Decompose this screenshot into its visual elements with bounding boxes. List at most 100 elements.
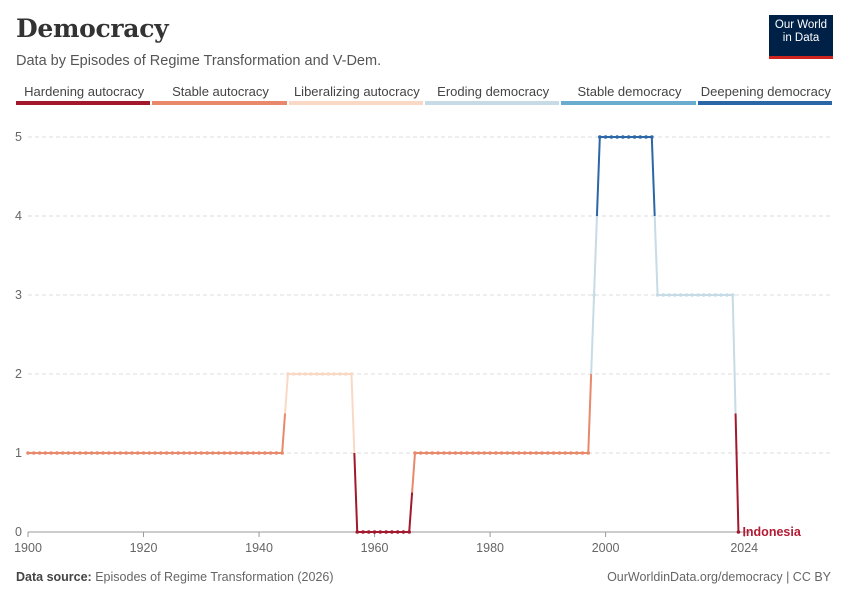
data-point [592, 293, 596, 297]
data-point [187, 451, 192, 455]
series-transition [734, 413, 740, 533]
data-point [395, 530, 400, 534]
data-point [673, 293, 677, 297]
legend-item[interactable]: Stable democracy [561, 82, 697, 106]
data-point [534, 451, 539, 455]
x-tick-label: 1960 [361, 541, 389, 555]
data-point [78, 451, 82, 455]
data-point [349, 372, 354, 376]
data-point [615, 135, 619, 139]
data-point [378, 530, 383, 534]
legend-color-bar [288, 101, 423, 105]
data-point [303, 372, 308, 376]
data-point [540, 451, 544, 455]
data-point [725, 293, 729, 297]
data-point [268, 451, 273, 455]
data-point [55, 451, 59, 455]
data-point [95, 451, 100, 455]
data-point [626, 135, 631, 139]
data-point [632, 135, 637, 139]
data-point [320, 372, 325, 376]
series-transition [350, 373, 356, 454]
data-point [522, 451, 527, 455]
data-point [297, 372, 302, 376]
data-point [338, 372, 342, 376]
data-point [164, 451, 169, 455]
data-point [701, 293, 706, 297]
legend-color-bar [16, 101, 151, 105]
data-point [736, 530, 741, 534]
data-point [89, 451, 94, 455]
data-point [569, 451, 573, 455]
legend-label: Liberalizing autocracy [293, 84, 420, 99]
data-point [678, 293, 683, 297]
data-point [147, 451, 152, 455]
data-point [655, 293, 660, 297]
legend-label: Eroding democracy [437, 84, 550, 99]
data-source-text[interactable]: Episodes of Regime Transformation (2026) [95, 570, 334, 584]
data-point [574, 451, 579, 455]
data-point [384, 530, 388, 534]
series-transition [353, 452, 359, 533]
legend-label: Stable democracy [577, 84, 682, 99]
legend-color-bar [561, 101, 696, 105]
data-point [170, 451, 175, 455]
legend-item[interactable]: Deepening democracy [697, 82, 834, 106]
data-point [413, 451, 417, 455]
data-point [707, 293, 712, 297]
data-point [124, 451, 128, 455]
logo-line-1: Our World [774, 19, 828, 31]
legend-item[interactable]: Stable autocracy [152, 82, 288, 106]
data-point [563, 451, 567, 455]
data-point [60, 451, 65, 455]
data-point [603, 135, 608, 139]
data-point [205, 451, 209, 455]
data-point [401, 530, 406, 534]
data-point [644, 135, 648, 139]
chart-legend: Hardening autocracy Stable autocracy Liber… [16, 82, 834, 106]
series-transition [411, 452, 416, 493]
data-point [713, 293, 718, 297]
data-point [43, 451, 48, 455]
data-point [690, 293, 695, 297]
data-point [83, 451, 88, 455]
series-transition [408, 492, 414, 533]
legend-item[interactable]: Hardening autocracy [16, 82, 152, 106]
legend-item[interactable]: Eroding democracy [425, 82, 561, 106]
data-point [390, 530, 394, 534]
data-point [332, 372, 336, 376]
data-point [442, 451, 446, 455]
data-point [470, 451, 475, 455]
x-tick-label: 1940 [245, 541, 273, 555]
footer-link[interactable]: OurWorldinData.org/democracy | CC BY [607, 570, 831, 584]
data-point [228, 451, 232, 455]
data-point [528, 451, 533, 455]
owid-logo[interactable]: Our World in Data [769, 15, 833, 59]
data-point [182, 451, 186, 455]
data-point [696, 293, 700, 297]
legend-label: Deepening democracy [700, 84, 831, 99]
data-point [580, 451, 585, 455]
data-point [488, 451, 492, 455]
data-point [476, 451, 481, 455]
data-point [199, 451, 204, 455]
data-point [245, 451, 250, 455]
data-point [667, 293, 671, 297]
legend-label: Stable autocracy [172, 84, 269, 99]
y-tick-label: 2 [15, 367, 22, 381]
data-point [684, 293, 689, 297]
data-point [511, 451, 515, 455]
data-point [26, 451, 30, 455]
data-point [326, 372, 331, 376]
data-point [730, 293, 735, 297]
data-point [135, 451, 140, 455]
data-point [72, 451, 77, 455]
series-transition [593, 215, 598, 296]
series-label: Indonesia [742, 525, 801, 539]
series-transition [595, 136, 601, 217]
data-point [517, 451, 521, 455]
legend-item[interactable]: Liberalizing autocracy [288, 82, 425, 106]
y-tick-label: 3 [15, 288, 22, 302]
chart-subtitle: Data by Episodes of Regime Transformatio… [16, 53, 382, 69]
